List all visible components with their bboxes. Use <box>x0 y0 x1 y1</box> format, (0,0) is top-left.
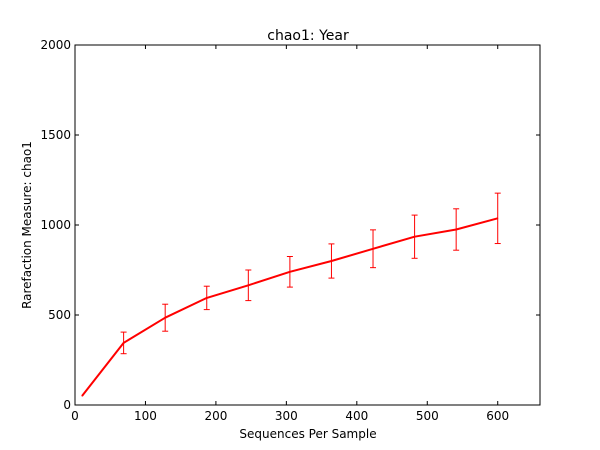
y-tick-label: 1000 <box>40 218 71 232</box>
x-tick-label: 100 <box>134 409 157 423</box>
plot-layer: 0 100 200 300 400 500 600 0 500 1000 1500 2000 <box>40 38 541 423</box>
chart-title: chao1: Year <box>267 28 349 44</box>
data-point <box>247 284 249 286</box>
x-tick-label: 400 <box>345 409 368 423</box>
x-tick-label: 500 <box>416 409 439 423</box>
x-tick-label: 0 <box>71 409 79 423</box>
y-tick-label: 2000 <box>40 38 71 52</box>
x-tick-label: 600 <box>486 409 509 423</box>
x-tick-label: 200 <box>204 409 227 423</box>
data-point <box>164 317 166 319</box>
series-line <box>81 217 498 397</box>
data-point <box>81 395 83 397</box>
data-point <box>455 229 457 230</box>
x-axis-label: Sequences Per Sample <box>239 427 376 441</box>
data-point <box>330 260 332 262</box>
y-tick-label: 1500 <box>40 128 71 142</box>
y-tick-label: 500 <box>48 308 71 322</box>
data-point <box>497 217 499 219</box>
data-point <box>372 248 374 250</box>
data-point <box>414 236 416 238</box>
data-point <box>289 271 291 273</box>
y-tick-label: 0 <box>63 398 71 412</box>
y-axis-label: Rarefaction Measure: chao1 <box>20 141 34 309</box>
data-point <box>123 342 125 344</box>
x-tick-label: 300 <box>275 409 298 423</box>
data-point <box>206 297 208 299</box>
